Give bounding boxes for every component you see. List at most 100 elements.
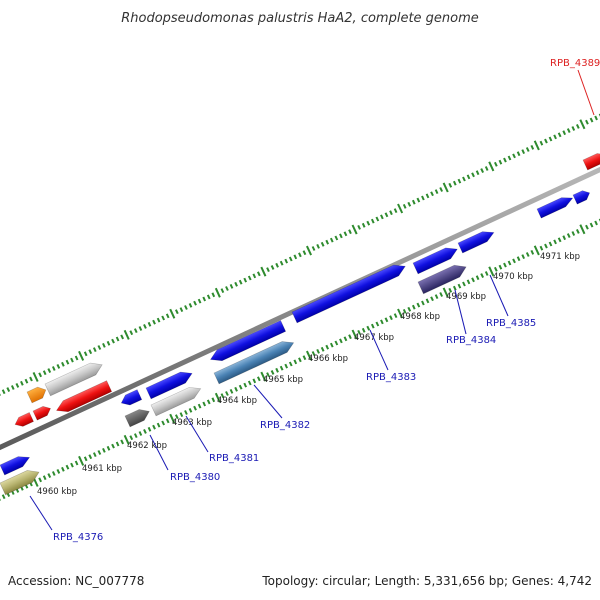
- scale-label: 4962 kbp: [127, 441, 167, 451]
- tick-mark: [448, 182, 453, 188]
- gene-feature[interactable]: [124, 406, 152, 428]
- tick-mark: [252, 273, 257, 279]
- tick-mark: [334, 340, 339, 346]
- gene-feature[interactable]: [145, 368, 195, 400]
- tick-mark: [553, 239, 557, 245]
- gene-feature[interactable]: [536, 193, 575, 219]
- gene-label-rpb-4382[interactable]: RPB_4382: [260, 420, 310, 431]
- tick-mark: [525, 252, 530, 257]
- gene-feature[interactable]: [13, 412, 34, 429]
- gene-feature[interactable]: [457, 227, 496, 254]
- gene-label-rpb-4389[interactable]: RPB_4389: [550, 58, 600, 69]
- tick-mark: [466, 174, 471, 180]
- tick-mark: [288, 256, 293, 262]
- tick-mark: [238, 279, 243, 285]
- tick-mark: [133, 328, 138, 334]
- tick-mark: [38, 372, 43, 378]
- gene-feature[interactable]: [44, 359, 105, 397]
- tick-mark: [480, 168, 485, 174]
- tick-mark: [161, 420, 166, 426]
- tick-mark: [179, 307, 184, 313]
- gene-feature[interactable]: [417, 261, 469, 295]
- gene-features: [0, 150, 600, 496]
- tick-mark: [156, 422, 161, 428]
- tick-mark: [553, 134, 557, 140]
- gene-feature[interactable]: [0, 466, 42, 496]
- tick-mark: [475, 275, 480, 281]
- gene-feature[interactable]: [213, 337, 296, 385]
- tick-mark: [1, 494, 6, 500]
- gene-feature[interactable]: [119, 389, 143, 408]
- tick-mark: [92, 452, 97, 458]
- gene-feature[interactable]: [208, 320, 287, 364]
- tick-mark: [247, 275, 252, 281]
- tick-mark: [70, 462, 74, 468]
- tick-mark: [480, 273, 485, 279]
- gene-feature[interactable]: [412, 244, 460, 275]
- tick-mark: [220, 288, 225, 294]
- leader-line: [149, 434, 169, 471]
- tick-mark: [38, 477, 43, 483]
- tick-mark: [589, 117, 594, 123]
- tick-mark: [56, 468, 61, 474]
- gene-label-rpb-4381[interactable]: RPB_4381: [209, 453, 259, 464]
- tick-mark: [498, 264, 503, 270]
- tick-mark: [361, 327, 366, 333]
- tick-mark: [120, 439, 125, 445]
- tick-mark: [466, 279, 471, 285]
- tick-mark: [156, 317, 161, 323]
- gene-feature[interactable]: [0, 452, 32, 476]
- gene-feature[interactable]: [291, 261, 408, 324]
- tick-mark: [32, 371, 39, 382]
- gene-feature[interactable]: [26, 384, 48, 404]
- tick-mark: [225, 286, 229, 291]
- tick-mark: [442, 182, 449, 193]
- tick-mark: [270, 265, 275, 270]
- tick-mark: [115, 441, 120, 447]
- tick-mark: [193, 300, 197, 306]
- tick-mark: [143, 428, 147, 434]
- tick-mark: [579, 224, 586, 235]
- gene-label-rpb-4380[interactable]: RPB_4380: [170, 472, 220, 483]
- tick-mark: [425, 193, 430, 199]
- tick-mark: [298, 357, 302, 363]
- gene-feature[interactable]: [582, 150, 600, 171]
- tick-mark: [575, 228, 580, 234]
- tick-mark: [351, 224, 358, 235]
- tick-mark: [24, 378, 29, 384]
- gene-feature[interactable]: [32, 404, 53, 421]
- gene-label-rpb-4384[interactable]: RPB_4384: [446, 335, 496, 346]
- gene-feature[interactable]: [54, 380, 113, 416]
- gene-feature[interactable]: [572, 188, 592, 205]
- tick-mark: [566, 128, 571, 134]
- gene-label-rpb-4385[interactable]: RPB_4385: [486, 318, 536, 329]
- tick-mark: [566, 233, 571, 239]
- tick-mark: [389, 210, 393, 216]
- tick-mark: [562, 235, 567, 241]
- tick-mark: [184, 410, 188, 415]
- tick-mark: [397, 308, 404, 319]
- tick-mark: [188, 302, 193, 308]
- tick-mark: [370, 323, 375, 329]
- tick-mark: [20, 380, 24, 386]
- tick-mark: [579, 119, 586, 130]
- tick-mark: [161, 315, 166, 321]
- tick-mark: [571, 126, 576, 131]
- tick-mark: [65, 359, 70, 365]
- tick-mark: [147, 426, 152, 432]
- tick-mark: [225, 391, 229, 396]
- tick-mark: [351, 329, 358, 340]
- gene-feature[interactable]: [150, 383, 203, 417]
- tick-mark: [152, 319, 156, 325]
- gene-label-rpb-4376[interactable]: RPB_4376: [53, 532, 103, 543]
- gene-label-rpb-4383[interactable]: RPB_4383: [366, 372, 416, 383]
- tick-mark: [1, 389, 6, 395]
- tick-mark: [562, 130, 567, 136]
- label-leaders: [29, 69, 595, 531]
- tick-mark: [174, 309, 179, 315]
- scale-label: 4970 kbp: [493, 272, 533, 282]
- tick-mark: [320, 346, 325, 352]
- tick-mark: [266, 372, 270, 378]
- tick-mark: [530, 249, 535, 255]
- tick-mark: [416, 302, 421, 308]
